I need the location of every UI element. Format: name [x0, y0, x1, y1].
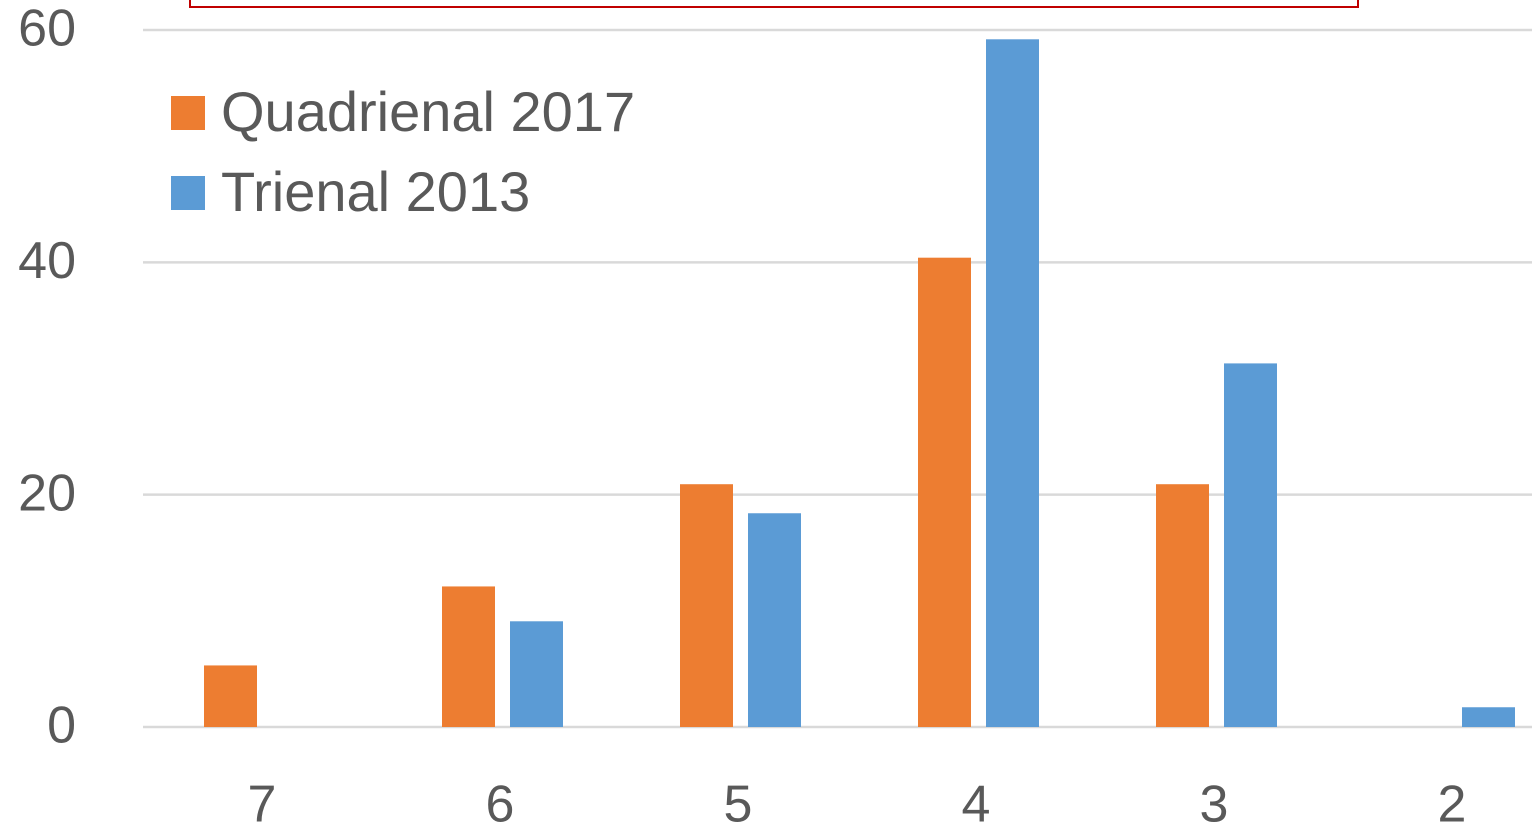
x-tick-label: 3 [1200, 776, 1229, 831]
legend-swatch [171, 176, 205, 210]
bar [204, 665, 257, 727]
legend-label: Quadrienal 2017 [221, 80, 635, 143]
bar [510, 621, 563, 727]
bar [748, 513, 801, 727]
y-tick-label: 60 [18, 0, 76, 58]
bar [986, 39, 1039, 727]
x-tick-label: 5 [724, 776, 753, 831]
x-tick-label: 6 [486, 776, 515, 831]
bar [1462, 707, 1515, 727]
legend-label: Trienal 2013 [221, 160, 530, 223]
bar [442, 586, 495, 727]
bar [680, 484, 733, 727]
highlight-box [189, 0, 1359, 8]
y-tick-label: 0 [47, 697, 76, 755]
bar [918, 257, 971, 727]
y-tick-label: 40 [18, 232, 76, 290]
y-tick-label: 20 [18, 464, 76, 522]
x-tick-label: 7 [248, 776, 277, 831]
x-tick-label: 2 [1438, 776, 1467, 831]
bar [1224, 363, 1277, 727]
x-tick-label: 4 [962, 776, 991, 831]
legend-swatch [171, 96, 205, 130]
bar [1156, 484, 1209, 727]
